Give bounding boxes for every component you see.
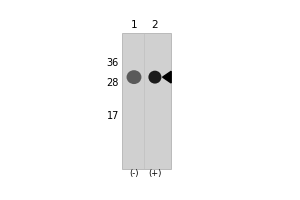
- Text: (+): (+): [148, 169, 162, 178]
- Text: 36: 36: [106, 58, 119, 68]
- Polygon shape: [163, 71, 171, 83]
- Text: 2: 2: [152, 20, 158, 30]
- Text: (-): (-): [129, 169, 139, 178]
- Text: 17: 17: [106, 111, 119, 121]
- Ellipse shape: [148, 71, 161, 84]
- Text: 28: 28: [106, 78, 119, 88]
- Text: 1: 1: [131, 20, 137, 30]
- Bar: [122, 33, 171, 169]
- Ellipse shape: [127, 70, 141, 84]
